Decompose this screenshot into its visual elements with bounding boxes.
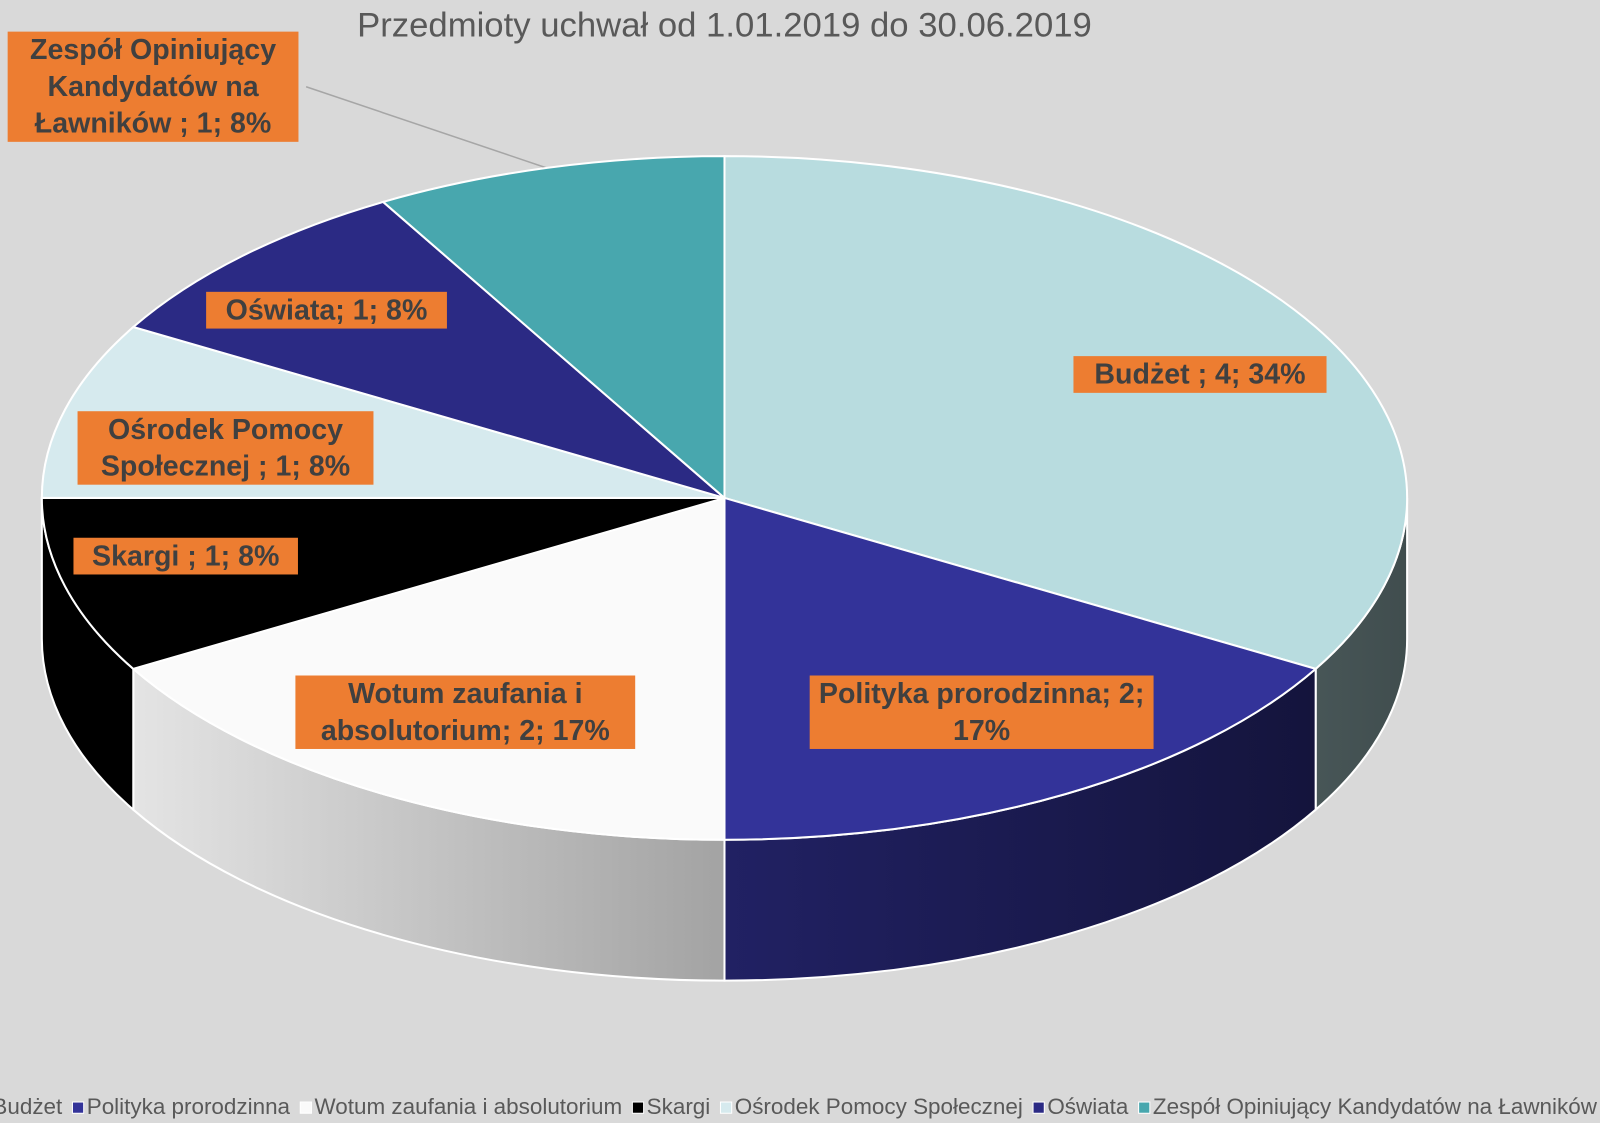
slice [131, 200, 726, 499]
legend-label: Wotum zaufania i absolutorium [315, 1094, 623, 1119]
data-label: Skargi ; 1; 8% [73, 537, 298, 575]
chart-title: Przedmioty uchwał od 1.01.2019 do 30.06.… [357, 7, 1092, 45]
slice [723, 496, 1318, 841]
legend-label: Skargi [647, 1094, 711, 1119]
data-label: Zespół Opiniujący Kandydatów na Ławników… [7, 31, 299, 142]
legend-marker [719, 1101, 733, 1114]
data-label: Budżet ; 4; 34% [1073, 356, 1327, 393]
legend-marker [1138, 1101, 1151, 1114]
legend-marker [71, 1101, 85, 1114]
legend-marker [1032, 1101, 1045, 1114]
leader-line [305, 86, 549, 170]
legend-marker [299, 1101, 312, 1114]
data-label: Ośrodek Pomocy Społecznej ; 1; 8% [77, 411, 374, 485]
slice [131, 496, 726, 841]
slice [381, 155, 726, 501]
data-label: Oświata; 1; 8% [206, 291, 447, 329]
legend-label: Polityka prorodzinna [87, 1094, 291, 1119]
legend-label: Budżet [0, 1094, 63, 1119]
legend-marker [631, 1101, 645, 1114]
data-label: Polityka prorodzinna; 2; 17% [809, 675, 1154, 749]
legend-label: Zespół Opiniujący Kandydatów na Ławników [1153, 1094, 1598, 1119]
data-label: Wotum zaufania i absolutorium; 2; 17% [295, 675, 636, 749]
slice [723, 155, 1409, 671]
legend-label: Ośrodek Pomocy Społecznej [735, 1094, 1023, 1119]
legend-label: Oświata [1047, 1094, 1129, 1119]
